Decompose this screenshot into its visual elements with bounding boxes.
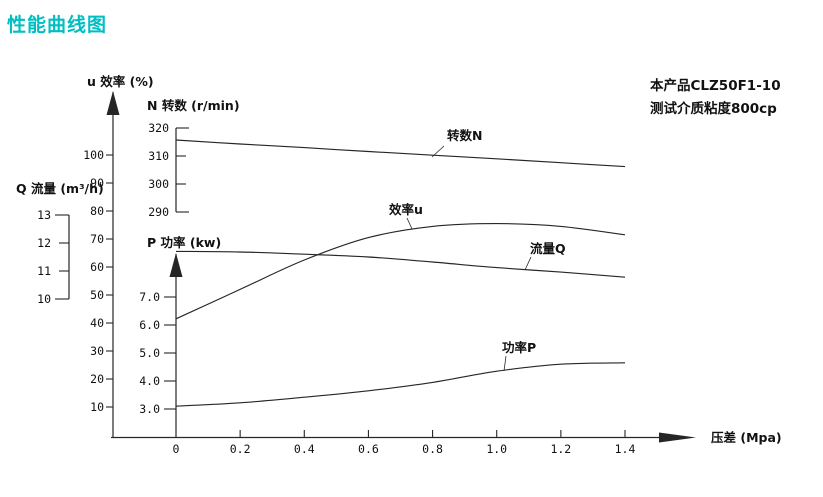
product-info: 本产品CLZ50F1-10 测试介质粘度800cp <box>650 75 781 121</box>
u-axis-tick-label: 10 <box>90 400 104 414</box>
P-axis-tick-label: 5.0 <box>139 346 160 360</box>
curve-power <box>175 362 626 407</box>
Q-axis-tick-label: 13 <box>37 208 51 222</box>
u-axis-tick-label: 40 <box>90 316 104 330</box>
N-axis-tick-label: 320 <box>148 121 169 135</box>
N-axis-title: N 转数 (r/min) <box>147 98 240 113</box>
P-axis-title: P 功率 (kw) <box>147 235 221 250</box>
P-axis-tick-label: 4.0 <box>139 374 160 388</box>
u-axis-tick-label: 80 <box>90 204 104 218</box>
x-axis-tick-label: 1.2 <box>550 442 571 456</box>
u-axis-tick-label: 100 <box>83 148 104 162</box>
curve-speed <box>175 139 626 168</box>
curve-label-leader-efficiency <box>406 217 413 230</box>
u-axis-title: u 效率 (%) <box>87 74 154 89</box>
curve-label-leader-power <box>503 355 507 372</box>
x-axis-tick-label: 0.8 <box>422 442 443 456</box>
test-medium-text: 测试介质粘度800cp <box>650 101 777 117</box>
Q-axis-tick-label: 12 <box>37 236 51 250</box>
P-axis-tick-label: 6.0 <box>139 318 160 332</box>
curve-label-efficiency: 效率u <box>389 202 423 217</box>
u-axis-tick-label: 30 <box>90 344 104 358</box>
product-model-text: 本产品CLZ50F1-10 <box>650 78 781 94</box>
u-axis-arrow-icon <box>106 91 120 115</box>
x-axis-tick-label: 1.0 <box>486 442 507 456</box>
u-axis-tick-label: 90 <box>90 176 104 190</box>
x-axis-tick-label: 0.2 <box>230 442 251 456</box>
N-axis-tick-label: 290 <box>148 205 169 219</box>
x-axis-tick-label: 0.4 <box>294 442 315 456</box>
u-axis-tick-label: 60 <box>90 260 104 274</box>
curve-label-power: 功率P <box>502 340 536 355</box>
curve-label-flow: 流量Q <box>530 241 566 256</box>
P-axis-tick-label: 3.0 <box>139 402 160 416</box>
x-axis-title: 压差 (Mpa) <box>711 430 782 445</box>
curve-label-leader-flow <box>524 256 532 271</box>
Q-axis-title: Q 流量 (m³/h) <box>16 181 104 196</box>
curve-efficiency <box>175 223 626 320</box>
u-axis-tick-label: 70 <box>90 232 104 246</box>
x-axis-tick-label: 0 <box>173 442 180 456</box>
u-axis-tick-label: 50 <box>90 288 104 302</box>
N-axis-tick-label: 300 <box>148 177 169 191</box>
u-axis-tick-label: 20 <box>90 372 104 386</box>
x-axis-arrow-icon <box>659 432 696 443</box>
N-axis-tick-label: 310 <box>148 149 169 163</box>
Q-axis-tick-label: 11 <box>37 264 51 278</box>
curve-label-leader-speed <box>431 145 445 158</box>
x-axis-tick-label: 1.4 <box>615 442 636 456</box>
x-axis-tick-label: 0.6 <box>358 442 379 456</box>
P-axis-arrow-icon <box>169 253 183 277</box>
page-title: 性能曲线图 <box>7 14 108 36</box>
Q-axis-tick-label: 10 <box>37 292 51 306</box>
P-axis-tick-label: 7.0 <box>139 290 160 304</box>
curve-flow <box>175 250 626 278</box>
curve-label-speed: 转数N <box>447 128 482 143</box>
